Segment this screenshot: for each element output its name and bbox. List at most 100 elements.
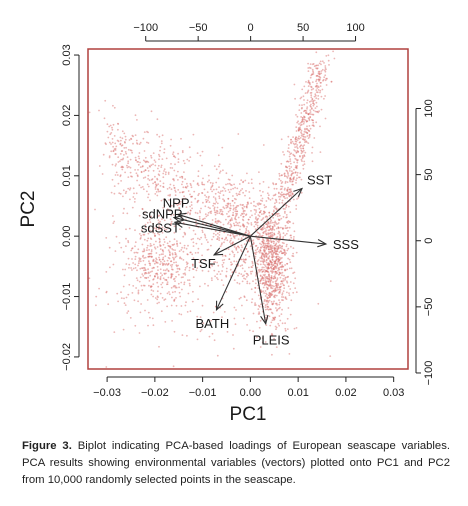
data-point bbox=[157, 189, 160, 191]
data-point bbox=[293, 176, 295, 179]
data-point bbox=[269, 199, 272, 201]
data-point bbox=[115, 171, 118, 174]
data-point bbox=[234, 224, 236, 227]
data-point bbox=[162, 269, 165, 272]
data-point bbox=[242, 181, 244, 184]
data-point bbox=[146, 190, 148, 193]
data-point bbox=[184, 304, 187, 307]
data-point bbox=[264, 304, 267, 307]
data-point bbox=[148, 284, 150, 287]
data-point bbox=[227, 234, 229, 236]
data-point bbox=[170, 275, 173, 278]
data-point bbox=[262, 226, 264, 229]
data-point bbox=[264, 279, 267, 281]
data-point bbox=[247, 202, 250, 205]
data-point bbox=[315, 101, 318, 104]
data-point bbox=[223, 258, 226, 261]
data-point bbox=[258, 232, 261, 235]
data-point bbox=[210, 263, 213, 266]
data-point bbox=[290, 236, 293, 239]
data-point bbox=[253, 208, 256, 211]
data-point bbox=[261, 260, 264, 262]
data-point bbox=[156, 246, 159, 248]
data-point bbox=[171, 167, 174, 169]
data-point bbox=[207, 241, 209, 244]
data-point bbox=[155, 228, 158, 231]
data-point bbox=[175, 255, 178, 257]
data-point bbox=[266, 296, 269, 299]
data-point bbox=[207, 199, 209, 202]
data-point bbox=[181, 150, 184, 152]
data-point bbox=[225, 218, 227, 221]
data-point bbox=[309, 92, 312, 94]
data-point bbox=[296, 171, 299, 174]
data-point bbox=[284, 210, 286, 213]
data-point bbox=[160, 253, 163, 256]
data-point bbox=[194, 197, 197, 200]
data-point bbox=[122, 268, 124, 271]
data-point bbox=[289, 288, 292, 290]
data-point bbox=[279, 179, 282, 182]
data-point bbox=[147, 142, 150, 144]
data-point bbox=[160, 164, 163, 167]
data-point bbox=[264, 290, 267, 292]
data-point bbox=[315, 64, 317, 67]
data-point bbox=[150, 156, 153, 159]
data-point bbox=[268, 214, 271, 217]
data-point bbox=[257, 204, 260, 206]
data-point bbox=[156, 281, 159, 284]
data-point bbox=[245, 227, 248, 230]
data-point bbox=[196, 338, 199, 341]
data-point bbox=[153, 232, 156, 235]
data-point bbox=[281, 201, 284, 204]
data-point bbox=[126, 166, 129, 169]
data-point bbox=[283, 188, 286, 191]
data-point bbox=[243, 243, 246, 246]
data-point bbox=[269, 279, 271, 281]
data-point bbox=[281, 282, 284, 285]
data-point bbox=[175, 304, 178, 307]
data-point bbox=[280, 226, 282, 229]
data-point bbox=[154, 188, 157, 190]
data-point bbox=[264, 216, 267, 218]
data-point bbox=[123, 302, 126, 305]
data-point bbox=[139, 141, 142, 144]
data-point bbox=[124, 192, 127, 195]
data-point bbox=[265, 229, 267, 232]
data-point bbox=[271, 284, 274, 287]
data-point bbox=[242, 208, 244, 210]
data-point bbox=[297, 120, 299, 123]
data-point bbox=[163, 204, 166, 207]
data-point bbox=[303, 99, 305, 101]
data-point bbox=[307, 70, 310, 72]
data-point bbox=[147, 276, 150, 279]
data-point bbox=[290, 245, 292, 248]
data-point bbox=[162, 250, 165, 253]
data-point bbox=[144, 309, 146, 312]
data-point bbox=[212, 311, 215, 314]
data-point bbox=[175, 203, 178, 206]
data-point bbox=[250, 288, 253, 291]
data-point bbox=[209, 207, 211, 210]
data-point bbox=[274, 221, 277, 224]
data-point bbox=[279, 250, 282, 253]
bottom-axis: −0.03 −0.02 −0.01 0.00 0.01 0.02 0.03 bbox=[93, 376, 404, 399]
data-point bbox=[140, 186, 143, 189]
data-point bbox=[277, 284, 280, 286]
data-point bbox=[303, 110, 305, 113]
data-point bbox=[231, 200, 234, 202]
data-point bbox=[304, 151, 307, 154]
data-point bbox=[134, 263, 137, 266]
data-point bbox=[144, 263, 147, 266]
data-point bbox=[158, 233, 161, 236]
data-point bbox=[266, 293, 268, 296]
data-point bbox=[228, 179, 231, 181]
data-point bbox=[195, 242, 198, 245]
data-point bbox=[129, 166, 132, 169]
data-point bbox=[277, 230, 280, 233]
data-point bbox=[137, 292, 140, 295]
data-point bbox=[192, 290, 194, 293]
data-point bbox=[172, 213, 175, 216]
data-point bbox=[135, 139, 138, 142]
data-point bbox=[137, 264, 139, 267]
